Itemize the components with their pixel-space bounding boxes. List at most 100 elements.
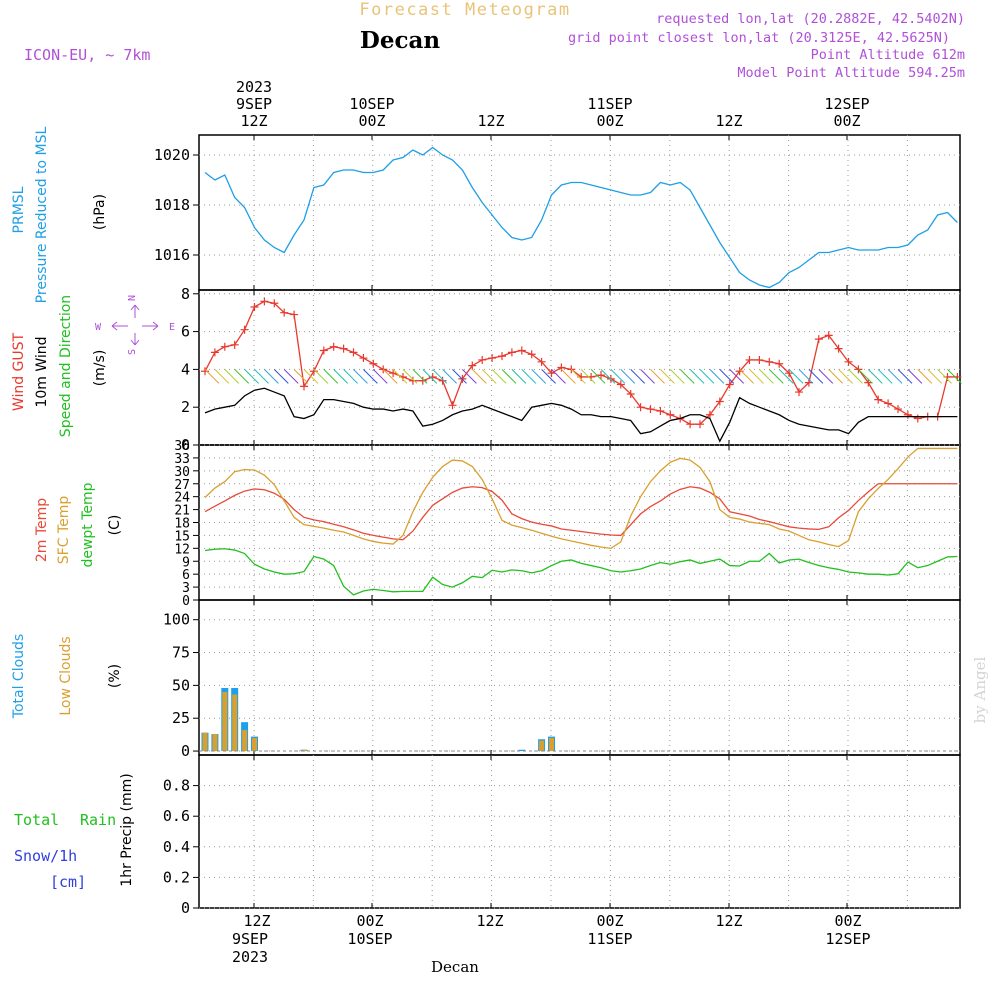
gust-marker: [220, 342, 229, 351]
wind-direction-arrow: [570, 369, 586, 384]
wind-direction-arrow: [471, 369, 487, 384]
gust-marker: [735, 367, 744, 376]
wind-direction-arrow: [838, 369, 853, 384]
location-title: Decan: [360, 27, 440, 54]
wind-direction-arrow: [927, 369, 943, 384]
bottom-year-label: 2023: [232, 948, 268, 966]
compass-east: E: [169, 322, 175, 333]
wind-direction-arrow: [828, 369, 844, 384]
low-cloud-bar: [242, 730, 248, 752]
wind-direction-arrow: [848, 369, 863, 384]
clouds-tick-label: 100: [163, 611, 190, 629]
bottom-hour-label: 00Z: [596, 912, 623, 930]
wind-direction-arrow: [620, 369, 636, 384]
bottom-date-label: 11SEP: [587, 930, 632, 948]
wind-direction-arrow: [452, 369, 467, 384]
gust-marker: [319, 346, 328, 355]
top-time-axis: 2023 9SEP 12Z 10SEP 00Z 12Z 11SEP 00Z 12…: [236, 78, 870, 130]
wind-direction-arrow: [689, 369, 705, 384]
wind-direction-arrow: [788, 369, 804, 384]
wind-unit: (m/s): [92, 350, 108, 387]
2m-temp-series: [204, 483, 958, 541]
wind-direction-arrow: [244, 369, 259, 384]
gust-marker: [626, 389, 635, 398]
top-date-label: 9SEP: [236, 95, 272, 113]
wind-direction-arrow: [877, 369, 893, 384]
pressure-tick-label: 1016: [154, 246, 190, 264]
temp-tick-label: 18: [174, 517, 190, 532]
wind-direction-arrow: [590, 369, 606, 384]
wind-direction-arrow: [372, 369, 388, 384]
grid-point-coords: grid point closest lon,lat (20.3125E, 42…: [568, 30, 950, 46]
temp-tick-label: 12: [174, 542, 190, 557]
wind-compass: N S W E: [95, 295, 175, 355]
gust-marker: [498, 352, 506, 361]
clouds-panel: 0 25 50 75 100: [163, 599, 961, 760]
temp-tick-label: 6: [182, 568, 190, 583]
low-cloud-bar: [232, 694, 238, 752]
gust-marker: [339, 344, 348, 353]
wind-direction-arrow: [679, 369, 695, 384]
gust-marker: [666, 410, 675, 419]
wind-direction-arrow: [749, 369, 764, 384]
gust-marker: [438, 376, 447, 385]
snow-label: Snow/1h: [14, 847, 77, 865]
plot-panels: 1016101810200246803691215182124273033360…: [154, 134, 962, 917]
temp-tick-label: 27: [174, 478, 190, 493]
wind-direction-arrow: [640, 369, 655, 384]
compass-cross: [111, 304, 159, 346]
bottom-hour-label: 12Z: [476, 912, 503, 930]
wind-direction-arrow: [561, 369, 576, 384]
gust-marker: [745, 355, 754, 364]
wind-direction-arrow: [778, 369, 794, 384]
temp-tick-label: 3: [182, 581, 190, 596]
low-cloud-bar: [222, 691, 228, 752]
bottom-hour-label: 00Z: [356, 912, 383, 930]
gust-marker: [210, 348, 219, 357]
top-hour-label: 12Z: [715, 112, 742, 130]
bottom-time-axis: 12Z 9SEP 2023 00Z 10SEP 12Z 00Z 11SEP 12…: [232, 912, 871, 976]
precip-tick-label: 0.4: [163, 838, 190, 856]
bottom-date-label: 10SEP: [347, 930, 392, 948]
wind-direction-arrow: [313, 369, 329, 384]
top-hour-label: 00Z: [596, 112, 623, 130]
gust-marker: [894, 405, 902, 414]
top-year-label: 2023: [236, 78, 272, 96]
gust-marker: [715, 397, 724, 406]
gust-marker: [329, 342, 338, 351]
clouds-tick-label: 50: [172, 676, 190, 694]
gust-marker: [527, 350, 536, 359]
footer-location: Decan: [431, 958, 479, 976]
gust-marker: [725, 380, 734, 389]
wind-dir-label: Speed and Direction: [58, 295, 74, 437]
gust-marker: [230, 340, 239, 349]
wind-direction-arrow: [392, 369, 408, 384]
wind-direction-arrow: [867, 369, 883, 384]
clouds-tick-label: 25: [172, 709, 190, 727]
top-date-label: 11SEP: [587, 95, 632, 113]
gust-marker: [765, 357, 774, 366]
gust-marker: [270, 299, 279, 308]
gust-marker: [389, 369, 398, 378]
low-cloud-bar: [301, 749, 307, 752]
gust-marker: [379, 365, 388, 374]
wind-direction-arrow: [580, 369, 596, 384]
wind-direction-arrow: [947, 369, 962, 384]
gust-marker: [349, 348, 358, 357]
clouds-unit: (%): [107, 664, 123, 688]
wind-gust-series: [204, 300, 958, 425]
wind-direction-arrow: [382, 369, 398, 384]
wind-direction-arrow: [224, 369, 240, 384]
wind-direction-arrow: [541, 369, 556, 384]
wind-direction-arrow: [214, 369, 230, 384]
wind-direction-arrow: [768, 369, 784, 384]
top-hour-label: 12Z: [477, 112, 504, 130]
gust-marker: [696, 420, 704, 429]
wind-direction-arrow: [907, 369, 923, 384]
pressure-tick-label: 1018: [154, 196, 190, 214]
wind-direction-arrow: [234, 369, 250, 384]
gust-marker: [359, 354, 368, 363]
gust-marker: [250, 303, 259, 312]
